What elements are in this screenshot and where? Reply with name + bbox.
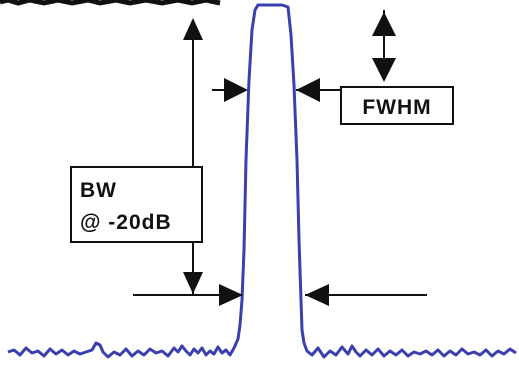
fwhm-label: FWHM <box>362 96 431 119</box>
bw-label-box <box>70 166 203 243</box>
bw-left-arrowhead-icon <box>219 284 243 306</box>
spectrum-trace <box>7 3 517 359</box>
bw-bottom-arrowhead-icon <box>183 272 203 294</box>
bw-right-arrowhead-icon <box>305 284 329 306</box>
half-max-bottom-arrowhead-icon <box>372 58 396 82</box>
fwhm-left-arrowhead-icon <box>224 78 248 102</box>
bw-label-line2: @ -20dB <box>80 211 172 234</box>
half-max-top-arrowhead-icon <box>372 12 396 36</box>
fwhm-right-arrowhead-icon <box>296 78 320 102</box>
cropped-header-text <box>0 0 221 6</box>
fwhm-label-box <box>340 86 454 125</box>
bw-label-line1: BW <box>80 179 117 202</box>
bw-top-arrowhead-icon <box>183 18 203 40</box>
